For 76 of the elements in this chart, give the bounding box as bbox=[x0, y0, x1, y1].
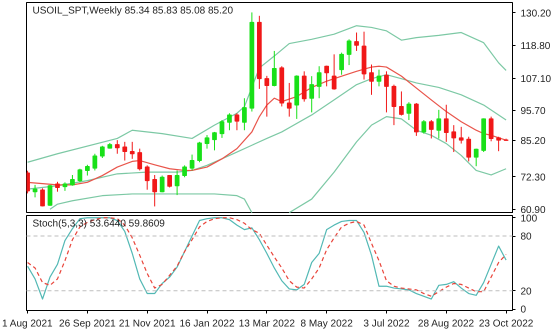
candlestick bbox=[444, 104, 449, 142]
x-tick-label: 1 Aug 2021 bbox=[2, 318, 54, 330]
x-tick-label: 3 Jul 2022 bbox=[363, 318, 410, 330]
line-series bbox=[26, 25, 507, 163]
y-tick-label: 80 bbox=[520, 232, 532, 243]
candlestick bbox=[220, 120, 224, 138]
candlestick bbox=[346, 38, 352, 66]
candlestick bbox=[399, 90, 404, 116]
candlestick bbox=[324, 65, 330, 87]
candlestick bbox=[167, 174, 172, 188]
chart-title: USOIL_SPT,Weekly 85.34 85.83 85.08 85.20 bbox=[32, 6, 234, 16]
y-tick-label: 100 bbox=[520, 213, 538, 224]
y-tick-label: 0 bbox=[520, 304, 526, 316]
candlestick bbox=[332, 54, 336, 90]
y-tick-label: 130.20 bbox=[520, 8, 552, 20]
candlestick bbox=[458, 126, 464, 144]
candlestick bbox=[466, 136, 472, 162]
y-tick-label: 20 bbox=[520, 286, 532, 298]
candlestick bbox=[26, 170, 30, 194]
candlestick bbox=[264, 75, 270, 118]
candlestick bbox=[488, 116, 494, 142]
y-tick-label: 107.10 bbox=[520, 74, 552, 85]
y-tick-label: 118.80 bbox=[520, 40, 551, 52]
candlestick bbox=[137, 148, 142, 171]
y-tick-label: 72.30 bbox=[520, 172, 546, 184]
x-tick-label: 16 Jan 2022 bbox=[179, 318, 235, 330]
candlestick bbox=[242, 98, 247, 131]
candlestick bbox=[392, 84, 396, 126]
candlestick bbox=[114, 140, 120, 154]
x-tick-label: 13 Mar 2022 bbox=[238, 318, 296, 330]
candlestick bbox=[85, 164, 90, 176]
candlestick bbox=[40, 188, 45, 207]
candlestick bbox=[160, 175, 165, 193]
candlestick bbox=[286, 82, 292, 118]
candlestick bbox=[428, 120, 434, 139]
candlestick bbox=[369, 64, 374, 96]
candlestick bbox=[316, 66, 322, 99]
candlestick bbox=[406, 102, 412, 121]
x-tick-label: 28 Aug 2022 bbox=[418, 318, 475, 330]
candlestick bbox=[272, 50, 277, 87]
y-tick-label: 60.90 bbox=[520, 204, 546, 216]
candlestick bbox=[436, 109, 442, 139]
candlestick bbox=[122, 141, 128, 162]
candlestick bbox=[384, 70, 389, 113]
candlestick bbox=[234, 112, 240, 131]
candlestick bbox=[204, 134, 210, 150]
candlestick bbox=[92, 153, 98, 171]
candlestick bbox=[376, 69, 382, 87]
candlestick bbox=[339, 52, 344, 76]
candlestick bbox=[212, 131, 217, 151]
candlestick bbox=[152, 174, 158, 207]
candlestick bbox=[100, 145, 105, 158]
candlestick bbox=[144, 164, 150, 190]
x-tick-label: 21 Nov 2021 bbox=[118, 318, 176, 330]
candlestick bbox=[174, 170, 180, 196]
candlestick bbox=[48, 184, 52, 206]
y-tick-label: 85.20 bbox=[520, 136, 546, 147]
x-tick-label: 23 Oct 2022 bbox=[478, 318, 534, 330]
candlestick bbox=[309, 76, 314, 113]
candlestick bbox=[130, 141, 135, 160]
x-tick-label: 8 May 2022 bbox=[300, 318, 354, 330]
candlestick bbox=[451, 124, 456, 153]
candlestick bbox=[496, 136, 501, 152]
candlestick bbox=[227, 112, 232, 131]
candlestick bbox=[182, 164, 187, 178]
x-tick-label: 26 Sep 2021 bbox=[59, 318, 116, 330]
candlestick bbox=[354, 32, 359, 52]
candlestick bbox=[302, 70, 307, 102]
candlestick bbox=[190, 154, 194, 171]
candlestick bbox=[474, 148, 479, 167]
candlestick bbox=[32, 184, 38, 198]
candlestick bbox=[197, 141, 202, 163]
y-tick-label: 95.70 bbox=[520, 106, 546, 118]
candlestick bbox=[78, 168, 82, 183]
candlestick bbox=[55, 181, 60, 192]
candlestick bbox=[421, 120, 426, 134]
